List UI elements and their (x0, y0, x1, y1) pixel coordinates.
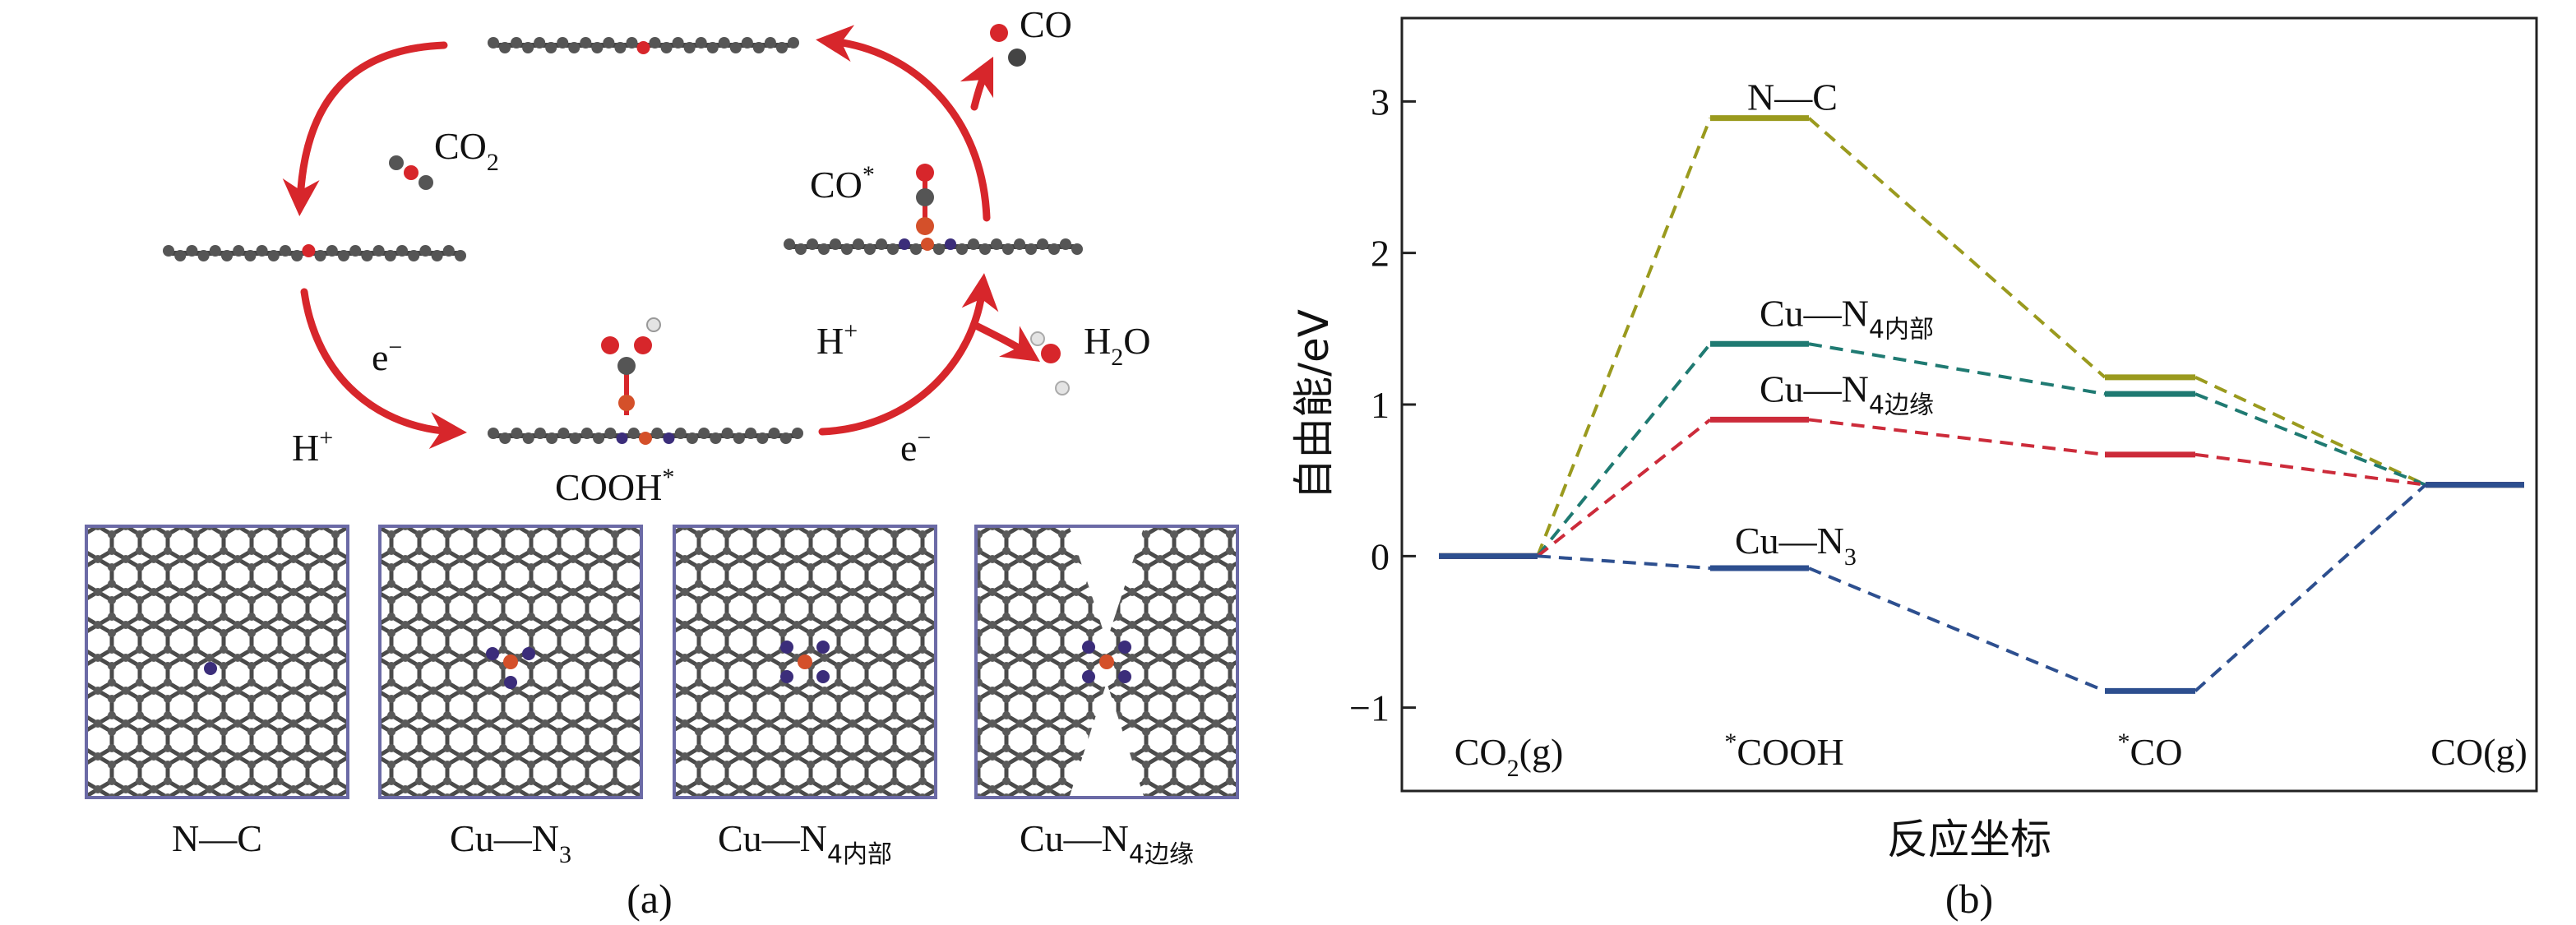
structure-tile-1 (85, 525, 349, 799)
co-label: CO (1020, 3, 1072, 45)
sheet-bottom (488, 428, 803, 445)
panel-b: −1 0 1 2 3 N—C Cu—N4内部 Cu—N4边缘 Cu—N3 CO2(g) *COO… (1290, 16, 2538, 922)
connector-series-4 (1808, 567, 2106, 693)
series-label-2: Cu—N4内部 (1760, 292, 1934, 344)
plot-frame (1400, 16, 2538, 793)
connector-series-4 (1537, 554, 1711, 571)
series-labels: N—C Cu—N4内部 Cu—N4边缘 Cu—N3 (1735, 76, 1934, 571)
y-axis-label: 自由能/eV (1290, 309, 1338, 500)
co-star-adsorbate (916, 164, 934, 235)
connector-lines (1536, 117, 2427, 693)
series-label-4: Cu—N3 (1735, 520, 1857, 571)
y-tick-label: −1 (1349, 687, 1390, 729)
structure-tile-3 (673, 525, 937, 799)
arrow-h2o-branch (970, 321, 1040, 362)
panel-b-caption: (b) (1945, 876, 1993, 922)
connector-series-3 (1536, 418, 1712, 557)
e-minus-right: e− (900, 424, 931, 469)
arrow-bottom-to-right (818, 273, 999, 436)
h2o-molecule (1030, 331, 1070, 395)
x-category-1: CO2(g) (1454, 731, 1564, 782)
h-plus-right: H+ (816, 317, 858, 362)
x-category-2: *COOH (1724, 728, 1843, 773)
cooh-label: COOH* (555, 464, 674, 508)
sheet-right (784, 238, 1083, 255)
structure-tiles (85, 525, 1239, 799)
structure-caption-4: Cu—N4边缘 (1020, 817, 1194, 869)
x-category-4: CO(g) (2430, 731, 2527, 773)
series-label-3: Cu—N4边缘 (1760, 368, 1934, 419)
panel-a: CO2 e− H+ COOH* H+ e− H2O CO* CO N—C Cu—N… (85, 3, 1239, 922)
x-category-3: *CO (2118, 728, 2183, 773)
structure-tile-2 (378, 525, 643, 799)
structure-tile-4 (974, 525, 1239, 799)
y-tick-label: 1 (1371, 384, 1390, 426)
connector-series-3 (1808, 418, 2106, 456)
sheet-left (163, 244, 466, 261)
connector-series-1 (1807, 117, 2107, 379)
connector-series-1 (1536, 117, 1712, 557)
sheet-top (488, 37, 799, 54)
y-tick-label: 0 (1371, 535, 1390, 577)
x-category-labels: CO2(g) *COOH *CO CO(g) (1454, 728, 2527, 782)
y-tick-label: 2 (1371, 233, 1390, 275)
co2-molecule (389, 155, 433, 190)
arrow-top-to-left (282, 41, 448, 216)
co-molecule (990, 24, 1026, 67)
y-axis: −1 0 1 2 3 (1349, 81, 1416, 729)
arrow-co-branch (960, 56, 994, 111)
structure-caption-1: N—C (172, 817, 262, 859)
reaction-arrows (282, 25, 1040, 449)
arrow-right-to-top (816, 25, 991, 222)
panel-a-caption: (a) (627, 876, 673, 922)
h2o-label: H2O (1084, 320, 1150, 371)
connector-series-3 (2194, 452, 2426, 487)
h-plus-left: H+ (292, 424, 333, 469)
connector-series-2 (1536, 343, 1712, 557)
arrow-left-to-bottom (300, 288, 467, 449)
structure-caption-3: Cu—N4内部 (718, 817, 892, 869)
structure-captions: N—C Cu—N3 Cu—N4内部 Cu—N4边缘 (172, 817, 1194, 869)
connector-series-4 (2194, 483, 2427, 692)
graphene-sheets (163, 37, 1083, 445)
co2-label: CO2 (434, 125, 499, 176)
y-tick-label: 3 (1371, 81, 1390, 123)
series-label-1: N—C (1747, 76, 1838, 118)
x-axis-label: 反应坐标 (1887, 816, 2051, 863)
e-minus-left: e− (372, 334, 402, 378)
connector-series-2 (1808, 342, 2106, 396)
co-star-label: CO* (810, 161, 875, 206)
structure-caption-2: Cu—N3 (450, 817, 571, 868)
cooh-adsorbate (601, 317, 661, 415)
energy-levels (1439, 115, 2524, 694)
